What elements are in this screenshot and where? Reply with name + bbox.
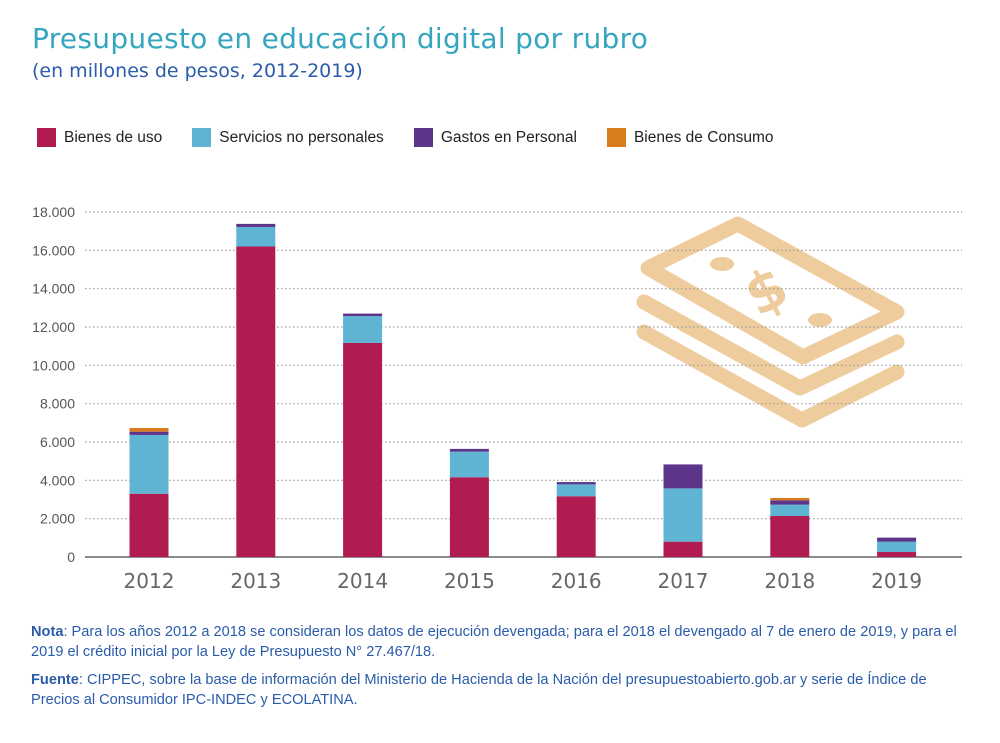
bar-segment	[877, 541, 917, 553]
legend-swatch	[413, 128, 433, 147]
source-text: Fuente: CIPPEC, sobre la base de informa…	[31, 670, 971, 710]
bar-segment	[343, 316, 383, 343]
legend-swatch	[192, 128, 212, 147]
bar-segment	[877, 537, 917, 542]
y-tick-label: 10.000	[32, 357, 75, 373]
legend-item-servicios: Servicios no personales	[192, 128, 384, 147]
y-tick-label: 8.000	[40, 396, 75, 412]
bar-segment	[556, 484, 596, 497]
money-bills-icon: $	[636, 216, 905, 428]
bar-segment	[770, 497, 810, 501]
bar-segment	[129, 434, 169, 494]
chart-subtitle: (en millones de pesos, 2012-2019)	[32, 60, 363, 82]
x-tick-label: 2013	[230, 569, 281, 593]
bar-segment	[663, 488, 703, 542]
note-label: Nota	[31, 624, 64, 640]
bar-segment	[663, 541, 703, 557]
y-tick-label: 4.000	[40, 472, 75, 488]
bar-segment	[449, 448, 489, 452]
y-tick-label: 14.000	[32, 281, 75, 297]
legend-label: Bienes de uso	[64, 128, 163, 146]
note-body: : Para los años 2012 a 2018 se considera…	[31, 624, 957, 660]
legend-item-bienes-de-uso: Bienes de uso	[37, 128, 162, 147]
legend-swatch	[37, 128, 56, 147]
bar-segment	[343, 342, 383, 557]
x-tick-label: 2015	[444, 569, 495, 593]
bar-segment	[449, 477, 489, 557]
bar-segment	[129, 493, 169, 557]
bar-segment	[556, 482, 596, 485]
y-tick-label: 2.000	[40, 511, 75, 527]
x-tick-label: 2017	[658, 569, 709, 593]
bar-segment	[663, 464, 703, 489]
x-tick-label: 2018	[764, 569, 815, 593]
x-tick-label: 2016	[551, 569, 602, 593]
bar-segment	[236, 226, 276, 247]
y-tick-label: 6.000	[40, 434, 75, 450]
legend-label: Servicios no personales	[219, 128, 384, 146]
bar-segment	[877, 552, 917, 557]
bar-segment	[556, 496, 596, 557]
y-tick-label: 16.000	[32, 242, 75, 258]
bar-segment	[770, 504, 810, 516]
bar-segment	[770, 515, 810, 557]
legend-label: Gastos en Personal	[440, 128, 577, 146]
bar-segment	[343, 313, 383, 317]
legend-item-gastos-personal: Gastos en Personal	[413, 128, 577, 147]
legend-label: Bienes de Consumo	[633, 128, 774, 146]
x-tick-label: 2012	[124, 569, 175, 593]
x-tick-label: 2019	[871, 569, 922, 593]
source-body: : CIPPEC, sobre la base de información d…	[31, 672, 927, 708]
bar-segment	[129, 428, 169, 432]
bar-segment	[236, 246, 276, 557]
legend: Bienes de uso Servicios no personales Ga…	[37, 128, 804, 147]
bar-segment	[129, 431, 169, 435]
source-label: Fuente	[31, 672, 79, 688]
chart-title: Presupuesto en educación digital por rub…	[32, 22, 649, 55]
bar-segment	[449, 451, 489, 478]
y-tick-label: 0	[67, 549, 75, 565]
bar-segment	[236, 223, 276, 227]
y-tick-label: 18.000	[32, 204, 75, 220]
bar-segment	[770, 500, 810, 505]
x-tick-label: 2014	[337, 569, 388, 593]
legend-item-bienes-consumo: Bienes de Consumo	[606, 128, 774, 147]
note-text: Nota: Para los años 2012 a 2018 se consi…	[31, 622, 971, 662]
y-tick-label: 12.000	[32, 319, 75, 335]
legend-swatch	[606, 128, 626, 147]
